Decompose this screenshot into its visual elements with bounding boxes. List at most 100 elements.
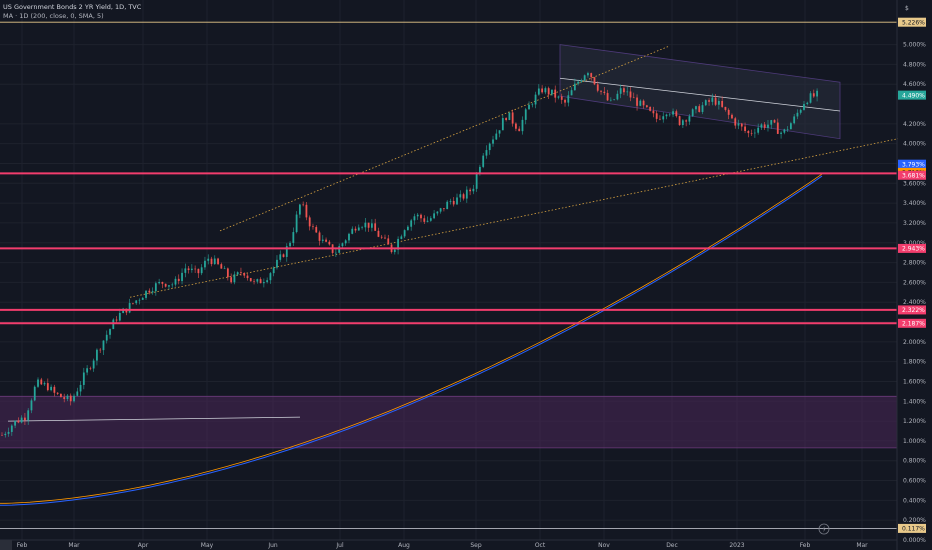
- x-tick-label: Jul: [335, 542, 344, 549]
- candle-body: [551, 89, 553, 95]
- candle-body: [672, 111, 674, 115]
- indicator-legend: MA · 1D (200, close, 0, SMA, 5): [3, 12, 104, 20]
- candle-body: [433, 213, 435, 219]
- candle-body: [639, 100, 642, 106]
- candle-body: [7, 431, 10, 434]
- channel-midline: [559, 77, 841, 112]
- candle-body: [727, 109, 730, 115]
- y-tick-label: 3.200%: [903, 220, 926, 227]
- candle-body: [328, 241, 331, 245]
- candle-body: [96, 349, 98, 361]
- x-tick-label: Aug: [398, 542, 410, 549]
- candle-body: [105, 334, 108, 341]
- candle-body: [184, 268, 187, 273]
- y-tick-label: 2.000%: [903, 339, 926, 346]
- candle-body: [164, 283, 167, 287]
- candle-body: [524, 109, 527, 120]
- candle-body: [63, 397, 66, 399]
- candle-body: [354, 228, 357, 231]
- candle-body: [230, 277, 233, 283]
- candle-body: [158, 282, 161, 284]
- candle-body: [410, 220, 413, 227]
- candle-body: [348, 233, 350, 241]
- chart-annotations: [0, 44, 899, 506]
- candle-body: [118, 313, 121, 321]
- candle-body: [711, 97, 714, 102]
- candle-body: [567, 95, 570, 103]
- price-axis[interactable]: 5.000%4.800%4.600%4.200%4.000%3.800%3.60…: [896, 0, 926, 550]
- candle-body: [724, 106, 727, 110]
- candle-body: [145, 290, 147, 298]
- candle-body: [407, 226, 409, 231]
- candle-body: [452, 200, 455, 205]
- candle-body: [495, 133, 498, 140]
- candle-body: [613, 99, 616, 101]
- candle-body: [86, 368, 89, 373]
- candle-body: [770, 120, 773, 125]
- candle-body: [436, 211, 439, 214]
- candle-body: [488, 143, 491, 151]
- candle-body: [213, 258, 216, 265]
- candle-body: [14, 420, 16, 426]
- candle-body: [632, 97, 635, 99]
- candle-body: [223, 268, 226, 270]
- price-badge: [898, 90, 926, 100]
- candle-body: [603, 91, 606, 94]
- candle-body: [141, 297, 144, 300]
- candle-body: [380, 236, 383, 238]
- candle-body: [1, 434, 3, 436]
- range-trend-line: [7, 416, 301, 422]
- y-tick-label: 1.400%: [903, 398, 926, 405]
- candle-body: [40, 379, 43, 385]
- price-badge: [898, 318, 926, 328]
- candle-body: [276, 259, 278, 268]
- candle-body: [816, 90, 818, 97]
- candle-body: [465, 189, 468, 199]
- candle-body: [204, 260, 206, 268]
- candle-body: [587, 73, 589, 76]
- time-axis[interactable]: Feb Mar Apr May Jun Jul Aug Sep Oct Nov Dec 2023 Feb…: [0, 539, 897, 550]
- candle-body: [99, 349, 102, 351]
- candle-body: [305, 204, 308, 218]
- lightning-icon[interactable]: [818, 523, 830, 535]
- candle-body: [200, 267, 203, 274]
- candle-body: [315, 227, 318, 233]
- upper-dotted-trendline: [219, 46, 669, 232]
- candle-body: [69, 395, 72, 402]
- candle-body: [714, 97, 717, 105]
- candle-body: [518, 128, 521, 132]
- candle-body: [793, 116, 796, 124]
- y-tick-label: 0.200%: [903, 517, 926, 524]
- candle-body: [367, 222, 370, 228]
- candle-body: [168, 285, 170, 287]
- candle-body: [312, 226, 314, 228]
- candle-body: [740, 123, 743, 127]
- y-tick-label: 4.000%: [903, 141, 926, 148]
- price-badge: [898, 159, 926, 169]
- price-badge: [898, 523, 926, 533]
- candle-body: [138, 299, 141, 301]
- candle-body: [308, 217, 311, 227]
- candle-body: [479, 166, 481, 174]
- candle-body: [89, 368, 92, 369]
- candle-body: [115, 319, 118, 321]
- candle-body: [469, 189, 471, 192]
- candle-body: [681, 120, 684, 126]
- candle-body: [528, 104, 530, 110]
- candle-body: [351, 228, 354, 234]
- candle-body: [521, 119, 524, 132]
- candle-body: [459, 194, 462, 198]
- candle-body: [73, 395, 75, 402]
- y-tick-label: 2.800%: [903, 260, 926, 267]
- price-badge-label: 0.117%: [902, 526, 925, 533]
- price-badge: [898, 170, 926, 180]
- candle-body: [783, 129, 786, 133]
- consolidation-range-box: [0, 396, 897, 448]
- candle-body: [767, 124, 769, 128]
- candle-body: [688, 116, 691, 122]
- candle-body: [655, 113, 658, 119]
- candle-body: [262, 282, 265, 284]
- candle-body: [623, 88, 625, 93]
- candle-body: [780, 132, 782, 134]
